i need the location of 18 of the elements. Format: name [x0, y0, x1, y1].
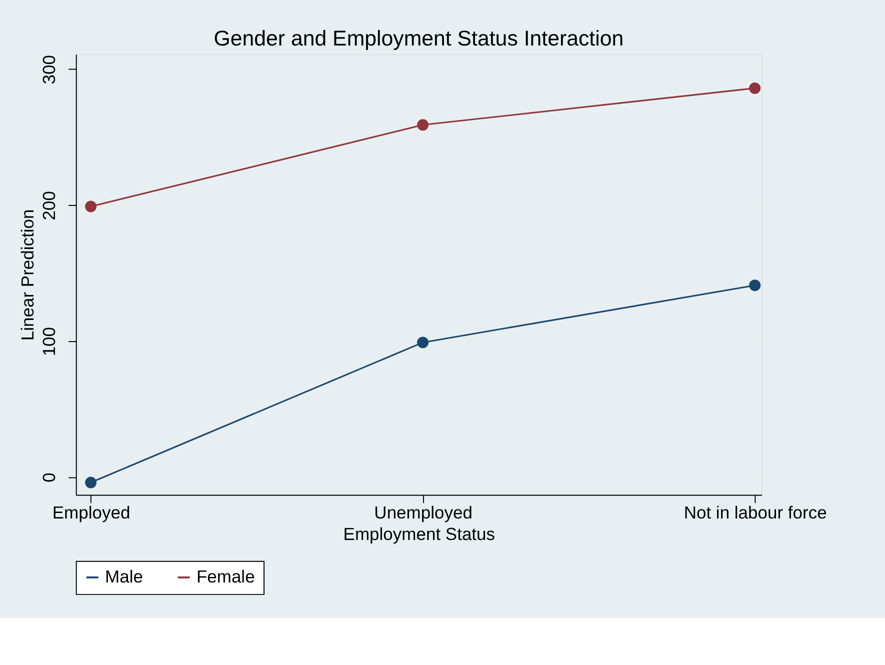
- point: [85, 200, 97, 212]
- x-tick-label: Employed: [52, 502, 130, 523]
- y-tick-label: 0: [38, 472, 59, 482]
- legend-label: Female: [196, 566, 255, 586]
- y-tick-label: 100: [38, 326, 59, 356]
- chart-title: Gender and Employment Status Interaction: [214, 26, 624, 50]
- x-tick-label: Not in labour force: [684, 502, 827, 523]
- point: [749, 82, 761, 94]
- point: [417, 336, 429, 348]
- point: [417, 119, 429, 131]
- y-tick-label: 200: [38, 190, 59, 220]
- legend-label: Male: [105, 566, 143, 586]
- point: [85, 476, 97, 488]
- x-axis-title: Employment Status: [343, 524, 496, 544]
- x-tick-label: Unemployed: [374, 502, 472, 523]
- y-tick-label: 300: [38, 54, 59, 84]
- point: [749, 280, 761, 292]
- y-axis-title: Linear Prediction: [18, 209, 38, 341]
